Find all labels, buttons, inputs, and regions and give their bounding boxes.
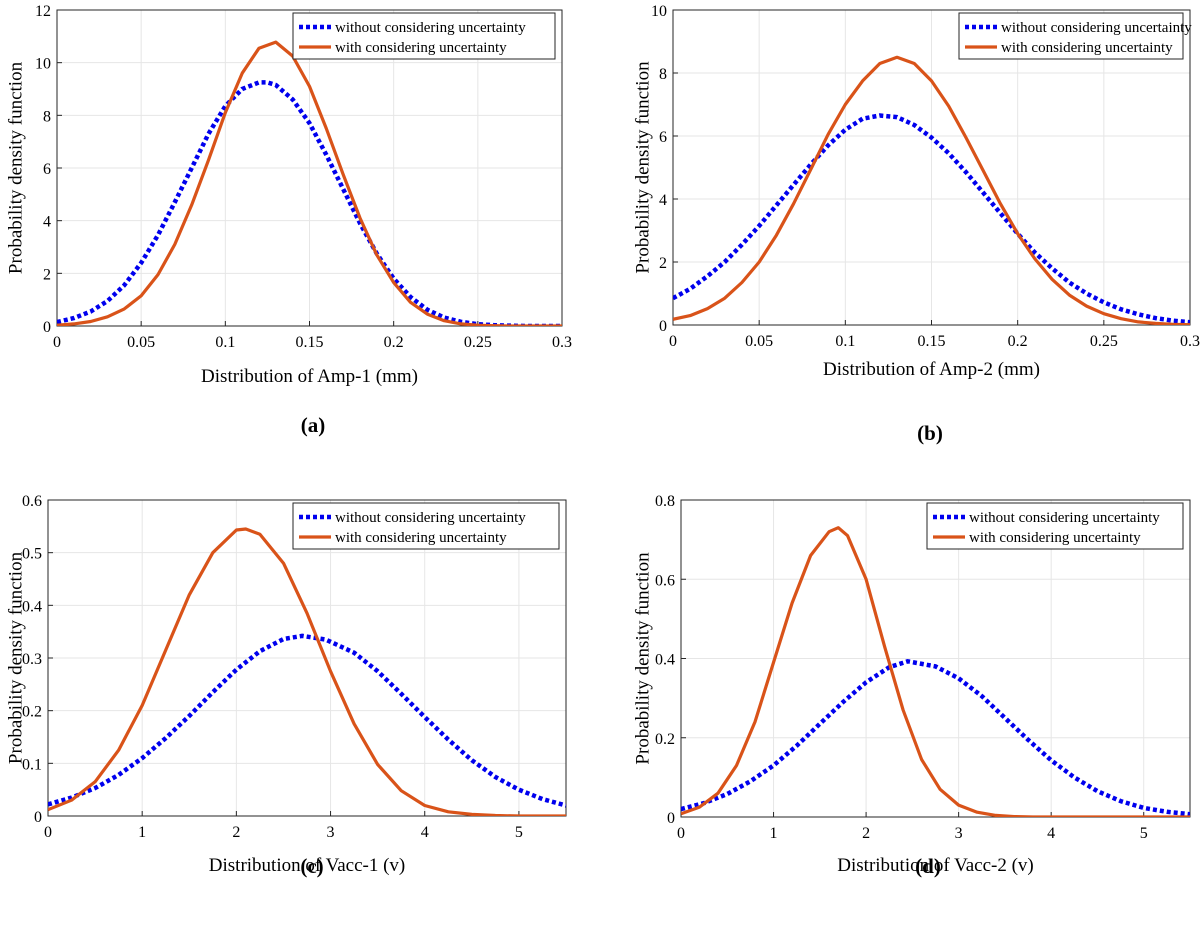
- legend-box: [292, 12, 556, 60]
- series-line-with-considering: [681, 526, 1190, 817]
- y-tick-label: 12: [35, 3, 51, 20]
- y-tick-label: 8: [659, 66, 667, 83]
- y-tick-label: 0.8: [655, 493, 675, 510]
- chart-panel-1: 0 0.05 0.1 0.15 0.2 0.25 0.3 0 2 4 6 8 10 12 Distribut…: [6, 3, 572, 437]
- legend-label: without considering uncertainty: [1001, 20, 1192, 36]
- series-line-with-considering: [48, 527, 566, 816]
- series-line-with-considering: [673, 55, 1190, 325]
- legend: without considering uncertainty with cons…: [926, 502, 1184, 550]
- x-tick-label: 0.2: [384, 334, 404, 351]
- x-axis-label: Distribution of Amp-1 (mm): [201, 366, 418, 387]
- legend-label: with considering uncertainty: [1001, 40, 1173, 56]
- y-tick-label: 0.6: [22, 493, 42, 510]
- legend-box: [926, 502, 1184, 550]
- y-axis-label: Probability density function: [633, 552, 654, 765]
- chart-panel-2: 0 0.05 0.1 0.15 0.2 0.25 0.3 0 2 4 6 8 10 Distributio…: [633, 3, 1200, 445]
- y-axis-label: Probability density function: [6, 551, 27, 764]
- legend-label: without considering uncertainty: [335, 20, 526, 36]
- legend-box: [958, 12, 1184, 60]
- legend-label: with considering uncertainty: [335, 40, 507, 56]
- x-tick-label: 0.25: [464, 334, 492, 351]
- x-tick-label: 2: [862, 825, 870, 842]
- y-tick-label: 8: [43, 108, 51, 125]
- x-axis-label: Distribution of Amp-2 (mm): [823, 359, 1040, 380]
- y-tick-label: 0.2: [655, 731, 675, 748]
- x-tick-label: 0.1: [215, 334, 235, 351]
- y-tick-label: 0: [659, 318, 667, 335]
- x-tick-label: 0.05: [127, 334, 155, 351]
- x-tick-label: 3: [327, 824, 335, 841]
- panel-caption: (d): [915, 854, 941, 878]
- x-tick-label: 0: [44, 824, 52, 841]
- y-axis-label: Probability density function: [633, 61, 654, 274]
- legend-box: [292, 502, 560, 550]
- y-tick-label: 0: [667, 810, 675, 827]
- y-tick-label: 2: [43, 266, 51, 283]
- legend-label: without considering uncertainty: [969, 510, 1160, 526]
- panel-caption: (b): [917, 421, 943, 445]
- y-tick-label: 0.3: [22, 651, 42, 668]
- series-line-with-considering: [57, 40, 562, 326]
- panel-caption: (c): [300, 854, 323, 878]
- x-tick-label: 0: [677, 825, 685, 842]
- panel-caption: (a): [301, 413, 326, 437]
- x-tick-label: 0.3: [1180, 333, 1200, 350]
- y-tick-label: 2: [659, 255, 667, 272]
- x-tick-label: 0.05: [745, 333, 773, 350]
- y-tick-label: 0.4: [655, 652, 675, 669]
- y-tick-label: 0: [34, 809, 42, 826]
- y-tick-label: 6: [43, 161, 51, 178]
- chart-panel-4: 0 1 2 3 4 5 0 0.2 0.4 0.6 0.8 Distribution of Vacc-…: [633, 493, 1191, 878]
- y-tick-label: 10: [35, 56, 51, 73]
- x-tick-label: 0.15: [296, 334, 324, 351]
- y-tick-label: 0.2: [22, 704, 42, 721]
- chart-panel-3: 0 1 2 3 4 5 0 0.1 0.2 0.3 0.4 0.5 0.6 Distribution of…: [6, 493, 567, 878]
- x-tick-label: 0: [669, 333, 677, 350]
- x-tick-label: 4: [1047, 825, 1055, 842]
- x-tick-label: 0: [53, 334, 61, 351]
- x-tick-label: 2: [232, 824, 240, 841]
- legend: without considering uncertainty with cons…: [958, 12, 1192, 60]
- legend-label: with considering uncertainty: [335, 530, 507, 546]
- y-tick-label: 0: [43, 319, 51, 336]
- x-tick-label: 4: [421, 824, 429, 841]
- x-tick-label: 0.25: [1090, 333, 1118, 350]
- legend: without considering uncertainty with cons…: [292, 502, 560, 550]
- legend: without considering uncertainty with cons…: [292, 12, 556, 60]
- x-axis-label: Distribution of Vacc-1 (v): [209, 855, 405, 876]
- y-tick-label: 4: [43, 214, 51, 231]
- y-tick-label: 0.5: [22, 546, 42, 563]
- x-tick-label: 5: [1140, 825, 1148, 842]
- series-line-without-considering: [48, 633, 566, 808]
- x-tick-label: 0.2: [1008, 333, 1028, 350]
- x-tick-label: 0.15: [918, 333, 946, 350]
- y-tick-label: 4: [659, 192, 667, 209]
- series-line-without-considering: [681, 659, 1190, 817]
- y-tick-label: 10: [651, 3, 667, 20]
- y-tick-label: 0.4: [22, 598, 42, 615]
- y-tick-label: 6: [659, 129, 667, 146]
- x-tick-label: 1: [770, 825, 778, 842]
- x-tick-label: 0.3: [552, 334, 572, 351]
- x-tick-label: 1: [138, 824, 146, 841]
- x-tick-label: 3: [955, 825, 963, 842]
- legend-label: with considering uncertainty: [969, 530, 1141, 546]
- legend-label: without considering uncertainty: [335, 510, 526, 526]
- x-axis-label: Distribution of Vacc-2 (v): [837, 855, 1033, 876]
- y-axis-label: Probability density function: [6, 61, 27, 274]
- series-line-without-considering: [673, 113, 1190, 325]
- x-tick-label: 5: [515, 824, 523, 841]
- y-tick-label: 0.6: [655, 572, 675, 589]
- y-tick-label: 0.1: [22, 756, 42, 773]
- x-tick-label: 0.1: [835, 333, 855, 350]
